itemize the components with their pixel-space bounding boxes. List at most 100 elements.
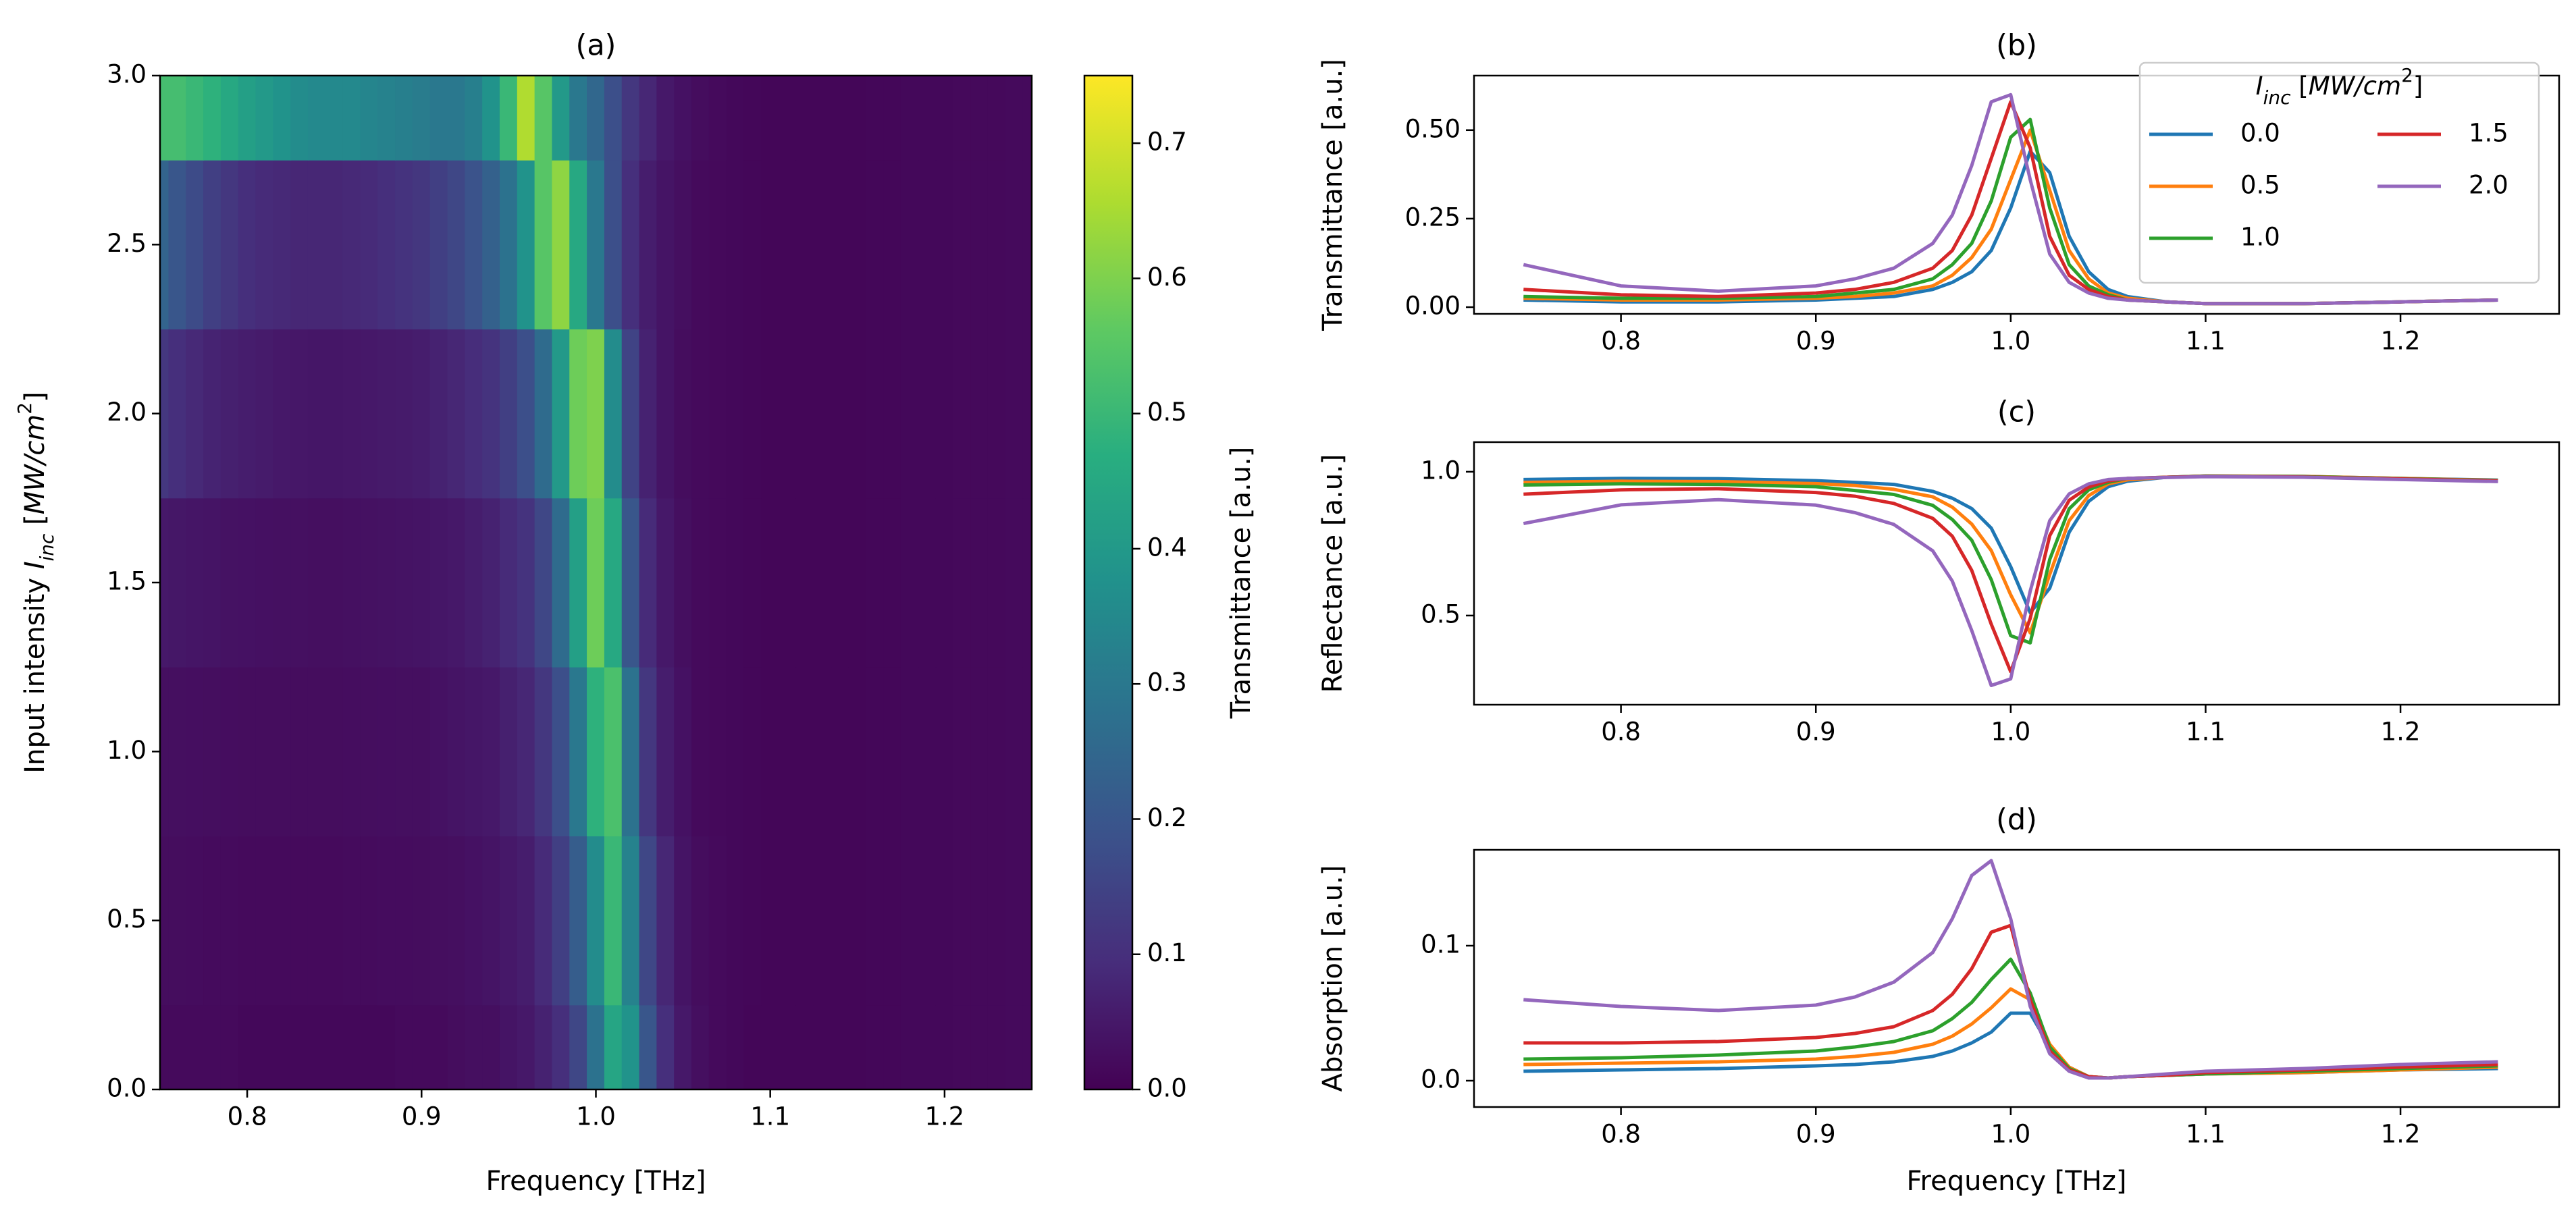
heatmap-cell	[447, 159, 466, 329]
heatmap-cell	[307, 1004, 326, 1089]
heatmap-cell	[186, 836, 205, 1006]
x-tick-label: 1.2	[2381, 327, 2421, 356]
heatmap-cell	[447, 329, 466, 499]
heatmap-cell	[795, 329, 814, 499]
heatmap-cell	[587, 1004, 605, 1089]
heatmap-cell	[447, 666, 466, 836]
heatmap-cell	[168, 329, 187, 499]
x-axis-label: Frequency [THz]	[1906, 1166, 2126, 1197]
heatmap-cell	[534, 666, 553, 836]
heatmap-cell	[395, 329, 413, 499]
heatmap-cell	[429, 76, 448, 161]
heatmap-cell	[447, 836, 466, 1006]
heatmap-cell	[517, 329, 535, 499]
series-line	[1523, 859, 2498, 1080]
heatmap-cell	[517, 497, 535, 668]
heatmap-cell	[918, 666, 937, 836]
heatmap-cell	[168, 666, 187, 836]
heatmap-cell	[273, 76, 292, 161]
heatmap-cell	[691, 666, 710, 836]
heatmap-cell	[708, 836, 727, 1006]
heatmap-cell	[743, 1004, 762, 1089]
heatmap-cell	[674, 76, 693, 161]
x-tick-label: 0.9	[1796, 718, 1836, 747]
heatmap-cell	[918, 836, 937, 1006]
y-tick-label: 2.5	[107, 229, 147, 258]
heatmap-cell	[779, 666, 797, 836]
heatmap-cell	[360, 1004, 379, 1089]
heatmap-cell	[866, 329, 885, 499]
heatmap-cell	[429, 666, 448, 836]
colorbar-tick-label: 0.6	[1147, 263, 1187, 292]
heatmap-cell	[883, 836, 901, 1006]
legend-label: 0.0	[2240, 119, 2280, 148]
heatmap-cell	[935, 666, 954, 836]
heatmap-cell	[743, 666, 762, 836]
heatmap-cell	[290, 666, 309, 836]
heatmap-cell	[552, 497, 571, 668]
heatmap-cell	[499, 329, 518, 499]
heatmap-cell	[987, 159, 1006, 329]
heatmap-cell	[290, 329, 309, 499]
heatmap-cell	[587, 329, 605, 499]
heatmap-cell	[160, 76, 169, 161]
heatmap-cell	[290, 497, 309, 668]
heatmap-cell	[604, 666, 623, 836]
heatmap-cell	[866, 76, 885, 161]
heatmap-cell	[569, 159, 588, 329]
heatmap-cell	[160, 836, 169, 1006]
legend-label: 0.5	[2240, 171, 2280, 200]
heatmap-cell	[795, 836, 814, 1006]
heatmap-cell	[953, 329, 972, 499]
heatmap-cell	[552, 1004, 571, 1089]
heatmap-cell	[238, 329, 257, 499]
heatmap-cell	[325, 836, 344, 1006]
heatmap-cell	[900, 497, 919, 668]
x-tick-label: 0.8	[1601, 1120, 1641, 1149]
axes-frame	[1473, 74, 2560, 315]
chart-title: (d)	[1996, 803, 2037, 837]
heatmap-cell	[848, 1004, 867, 1089]
heatmap-cell	[604, 329, 623, 499]
heatmap-cell	[726, 666, 745, 836]
x-tick-label: 1.2	[2381, 718, 2421, 747]
heatmap-cell	[866, 836, 885, 1006]
heatmap-cell	[953, 76, 972, 161]
heatmap-cell	[639, 329, 658, 499]
heatmap-cell	[307, 666, 326, 836]
heatmap-cell	[987, 329, 1006, 499]
heatmap-cell	[621, 497, 640, 668]
axes-frame	[1473, 441, 2560, 706]
heatmap-cell	[160, 329, 169, 499]
heatmap-cell	[482, 76, 500, 161]
heatmap-cell	[160, 159, 169, 329]
legend-title: Iinc [MW/cm2]	[2256, 64, 2423, 109]
heatmap-cell	[377, 1004, 396, 1089]
heatmap-cell	[708, 76, 727, 161]
heatmap-cell	[743, 159, 762, 329]
heatmap-cell	[307, 159, 326, 329]
heatmap-cell	[499, 76, 518, 161]
heatmap-cell	[569, 329, 588, 499]
heatmap-cell	[377, 836, 396, 1006]
heatmap-cell	[168, 159, 187, 329]
heatmap-cell	[691, 329, 710, 499]
heatmap-cell	[726, 76, 745, 161]
heatmap-cell	[935, 836, 954, 1006]
text-part: ]	[20, 392, 51, 402]
heatmap-cell	[813, 159, 832, 329]
heatmap-cell	[168, 836, 187, 1006]
heatmap-cell	[674, 497, 693, 668]
heatmap-cell	[534, 159, 553, 329]
heatmap-cell	[779, 1004, 797, 1089]
heatmap-cell	[342, 1004, 361, 1089]
heatmap-cell	[604, 836, 623, 1006]
heatmap-cell	[987, 76, 1006, 161]
x-tick-label: 1.1	[2186, 718, 2226, 747]
heatmap-cell	[674, 836, 693, 1006]
heatmap-cell	[429, 1004, 448, 1089]
heatmap-cell	[377, 329, 396, 499]
heatmap-cell	[360, 76, 379, 161]
heatmap-cell	[761, 666, 780, 836]
heatmap-cell	[342, 76, 361, 161]
